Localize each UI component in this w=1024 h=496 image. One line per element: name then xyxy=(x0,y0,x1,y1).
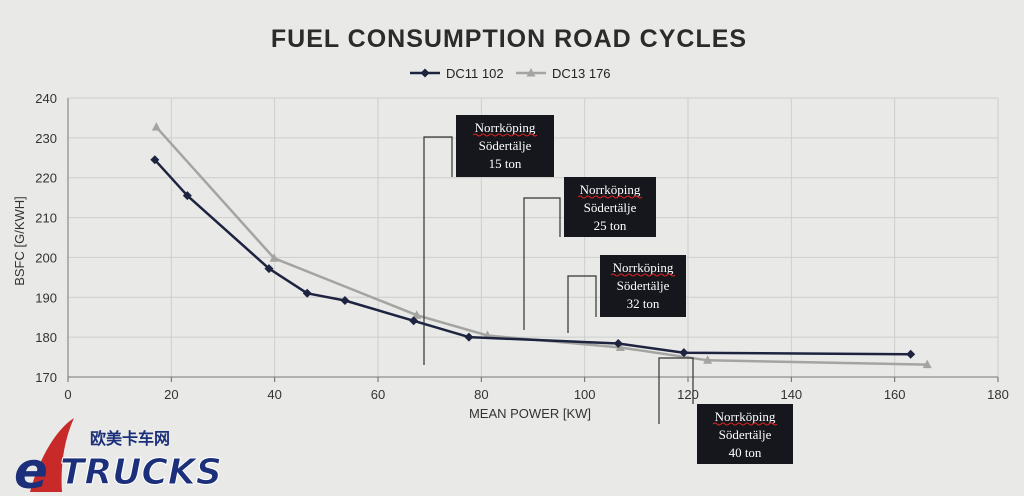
legend-marker-dc13 xyxy=(526,68,536,77)
series-0-point-9 xyxy=(906,349,916,359)
y-tick-label-0: 170 xyxy=(35,370,57,385)
chart-title: FUEL CONSUMPTION ROAD CYCLES xyxy=(271,25,747,53)
annotation-0-line-0: Norrköping xyxy=(475,120,536,135)
logo-swoosh xyxy=(30,418,74,492)
series-1-point-4 xyxy=(615,342,625,352)
annotation-2-spell-underline xyxy=(610,273,676,277)
annotation-3-line-2: 40 ton xyxy=(729,445,762,460)
series-0-point-2 xyxy=(264,264,274,274)
annotation-leader-1 xyxy=(523,197,561,330)
axes xyxy=(67,98,999,382)
annotation-leader-2 xyxy=(567,275,597,333)
watermark-brand: TRUCKS xyxy=(60,452,222,493)
y-tick-label-4: 210 xyxy=(35,211,57,226)
y-tick-label-1: 180 xyxy=(35,330,57,345)
series-1-point-2 xyxy=(412,310,422,319)
series-0-point-7 xyxy=(613,339,623,349)
x-tick-label-4: 80 xyxy=(474,387,488,402)
series-0-point-6 xyxy=(464,332,474,342)
series-0-point-5 xyxy=(409,316,419,326)
series-1-point-0 xyxy=(151,122,161,131)
annotation-box-0 xyxy=(456,115,554,177)
x-tick-label-3: 60 xyxy=(371,387,385,402)
x-tick-label-2: 40 xyxy=(267,387,281,402)
series-1-point-1 xyxy=(269,253,279,262)
x-tick-label-0: 0 xyxy=(64,387,71,402)
watermark-chinese: 欧美卡车网 xyxy=(90,429,170,448)
y-tick-label-5: 220 xyxy=(35,171,57,186)
annotation-3-spell-underline xyxy=(712,422,778,426)
series-line-0 xyxy=(153,158,911,356)
annotation-leader-3 xyxy=(658,357,694,424)
annotation-box-3 xyxy=(697,404,793,464)
series-1-point-6 xyxy=(922,359,932,369)
annotation-1-line-0: Norrköping xyxy=(580,182,641,197)
x-tick-label-1: 20 xyxy=(164,387,178,402)
x-tick-label-5: 100 xyxy=(574,387,596,402)
y-axis-label: BSFC [G/KWH] xyxy=(12,196,27,286)
series-1-point-5 xyxy=(703,355,713,364)
series-0-point-8 xyxy=(679,348,689,358)
legend-marker-dc11 xyxy=(420,68,430,78)
annotation-3-line-0: Norrköping xyxy=(715,409,776,424)
legend: DC11 102 DC13 176 xyxy=(410,66,611,81)
annotation-1-line-1: Södertälje xyxy=(584,200,637,215)
x-axis-label: MEAN POWER [KW] xyxy=(469,406,591,421)
annotation-0-spell-underline xyxy=(472,133,538,137)
annotation-0-line-2: 15 ton xyxy=(489,156,522,171)
watermark-logo: 欧美卡车网 e TRUCKS xyxy=(14,418,222,496)
x-tick-label-8: 160 xyxy=(884,387,906,402)
series-0-point-3 xyxy=(302,288,312,298)
x-tick-label-6: 120 xyxy=(677,387,699,402)
annotation-leader-0 xyxy=(423,136,453,365)
tick-labels: 170 180 190 200 210 220 230 240 0 20 40 60 80 100 120 1… xyxy=(35,91,1009,402)
annotation-1-spell-underline xyxy=(577,195,643,199)
legend-label-dc11: DC11 102 xyxy=(446,66,504,81)
annotation-box-2 xyxy=(600,255,686,317)
legend-label-dc13: DC13 176 xyxy=(552,66,611,81)
series-0-point-1 xyxy=(182,191,192,201)
annotation-3-line-1: Södertälje xyxy=(719,427,772,442)
annotation-0-line-1: Södertälje xyxy=(479,138,532,153)
series-0-point-0 xyxy=(150,155,160,165)
annotation-2-line-1: Södertälje xyxy=(617,278,670,293)
annotation-box-1 xyxy=(564,177,656,237)
series-lines xyxy=(150,122,932,369)
watermark-e: e xyxy=(14,442,48,496)
x-tick-label-7: 140 xyxy=(780,387,802,402)
y-tick-label-3: 200 xyxy=(35,250,57,265)
y-tick-label-7: 240 xyxy=(35,91,57,106)
annotations: Norrköping Södertälje 15 ton Norrköping Söde… xyxy=(423,115,793,464)
annotation-1-line-2: 25 ton xyxy=(594,218,627,233)
series-0-point-4 xyxy=(340,295,350,305)
annotation-2-line-0: Norrköping xyxy=(613,260,674,275)
annotation-2-line-2: 32 ton xyxy=(627,296,660,311)
x-tick-label-9: 180 xyxy=(987,387,1009,402)
y-tick-label-6: 230 xyxy=(35,131,57,146)
y-tick-label-2: 190 xyxy=(35,290,57,305)
